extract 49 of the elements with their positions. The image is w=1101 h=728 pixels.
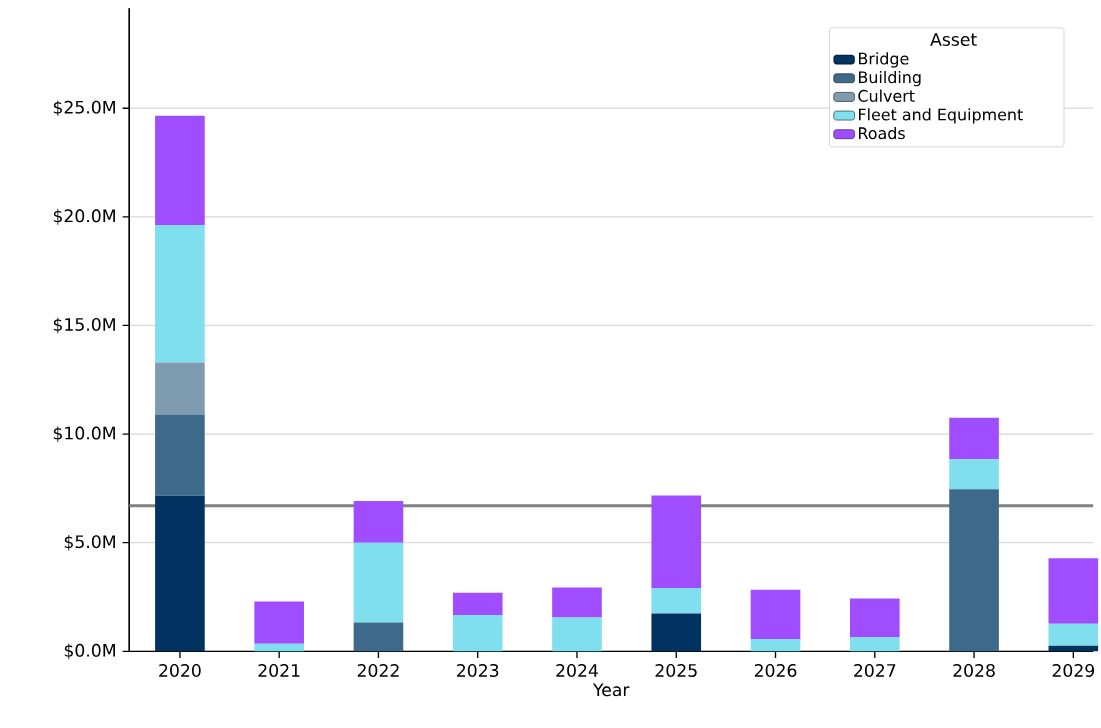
bar [1048,558,1099,624]
x-tick-label: 2020 [159,664,201,678]
bar [452,592,503,616]
legend-label: Fleet and Equipment [859,108,1023,124]
bar [254,643,304,652]
bar [353,622,404,652]
x-tick-label: 2021 [258,664,300,678]
x-tick-label: 2022 [357,664,399,678]
bar [949,489,999,652]
legend-label: Roads [859,126,905,140]
legend-label: Culvert [858,89,915,102]
legend-label: Building [859,70,921,87]
bar [849,637,900,652]
bar [155,115,205,226]
y-tick-label: $0.0M [64,643,115,660]
x-axis-title: Year [592,683,630,697]
bar [651,587,702,614]
bar [155,414,205,496]
legend-label: Bridge [859,52,909,68]
legend-title: Asset [930,33,977,47]
x-tick-label: 2025 [655,664,697,678]
bar [750,589,801,639]
bar [452,615,503,652]
bar [353,501,404,543]
bar [651,613,702,652]
bar [1048,623,1099,646]
x-tick-label: 2023 [457,664,499,678]
bar [155,362,205,415]
bar [552,587,602,618]
bar [949,459,999,490]
x-tick-label: 2026 [754,664,797,678]
bar [353,542,404,623]
y-tick-label: $5.0M [64,534,115,551]
x-tick-label: 2027 [854,664,896,678]
bar [155,495,205,652]
bar [552,617,602,652]
bar [949,417,999,460]
bar [750,638,801,652]
x-tick-label: 2024 [556,664,598,678]
y-tick-label: $25.0M [53,100,115,117]
bar [849,598,900,638]
y-tick-label: $10.0M [53,426,115,442]
y-tick-label: $20.0M [53,209,115,225]
bar [155,225,205,363]
x-tick-label: 2028 [953,664,995,678]
bar [254,601,304,644]
x-tick-label: 2029 [1052,664,1095,678]
bar [651,495,702,588]
y-tick-label: $15.0M [53,317,115,334]
